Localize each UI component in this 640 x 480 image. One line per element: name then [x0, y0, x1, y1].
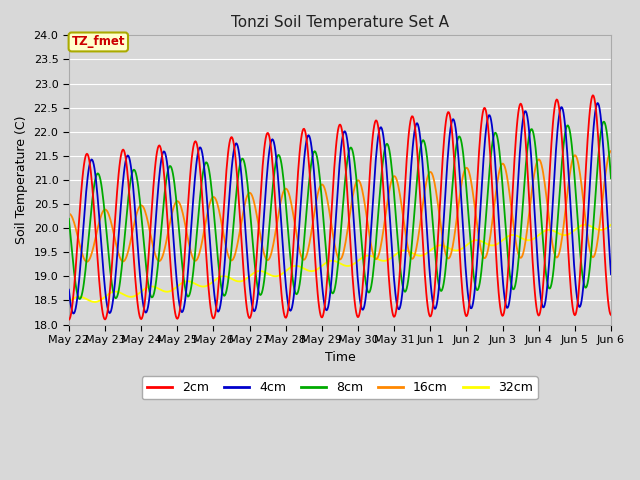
8cm [406, 258, 414, 264]
4cm [406, 174, 414, 180]
16cm [215, 207, 223, 213]
2cm [589, 92, 596, 98]
2cm [186, 181, 193, 187]
4cm [65, 287, 73, 293]
16cm [406, 254, 414, 260]
32cm [406, 249, 414, 255]
32cm [422, 251, 430, 256]
8cm [76, 296, 83, 302]
2cm [65, 317, 73, 323]
8cm [422, 148, 430, 154]
32cm [75, 294, 83, 300]
Legend: 2cm, 4cm, 8cm, 16cm, 32cm: 2cm, 4cm, 8cm, 16cm, 32cm [142, 376, 538, 399]
Text: TZ_fmet: TZ_fmet [72, 36, 125, 48]
4cm [186, 238, 194, 244]
32cm [131, 293, 139, 299]
8cm [131, 168, 139, 174]
16cm [65, 211, 73, 216]
16cm [131, 216, 139, 222]
2cm [406, 123, 413, 129]
4cm [131, 209, 139, 215]
Line: 8cm: 8cm [69, 122, 611, 299]
Line: 2cm: 2cm [69, 95, 611, 320]
32cm [215, 275, 223, 280]
8cm [186, 289, 194, 295]
Line: 4cm: 4cm [69, 103, 611, 313]
16cm [83, 259, 91, 264]
32cm [91, 299, 99, 305]
8cm [600, 119, 607, 125]
16cm [607, 148, 615, 154]
Title: Tonzi Soil Temperature Set A: Tonzi Soil Temperature Set A [231, 15, 449, 30]
32cm [582, 222, 589, 228]
4cm [70, 311, 77, 316]
8cm [75, 295, 83, 301]
16cm [75, 238, 83, 243]
2cm [214, 287, 222, 293]
2cm [607, 312, 615, 318]
2cm [75, 223, 83, 229]
8cm [215, 266, 223, 272]
4cm [593, 100, 601, 106]
4cm [607, 271, 615, 277]
16cm [422, 180, 430, 185]
X-axis label: Time: Time [324, 350, 355, 363]
16cm [186, 247, 194, 252]
2cm [131, 265, 138, 271]
4cm [215, 308, 223, 314]
2cm [422, 281, 429, 287]
32cm [607, 222, 615, 228]
Line: 32cm: 32cm [69, 225, 611, 302]
8cm [607, 176, 615, 181]
4cm [76, 274, 83, 280]
32cm [186, 279, 194, 285]
4cm [422, 218, 430, 224]
Line: 16cm: 16cm [69, 151, 611, 262]
8cm [65, 216, 73, 222]
Y-axis label: Soil Temperature (C): Soil Temperature (C) [15, 116, 28, 244]
32cm [65, 299, 73, 305]
